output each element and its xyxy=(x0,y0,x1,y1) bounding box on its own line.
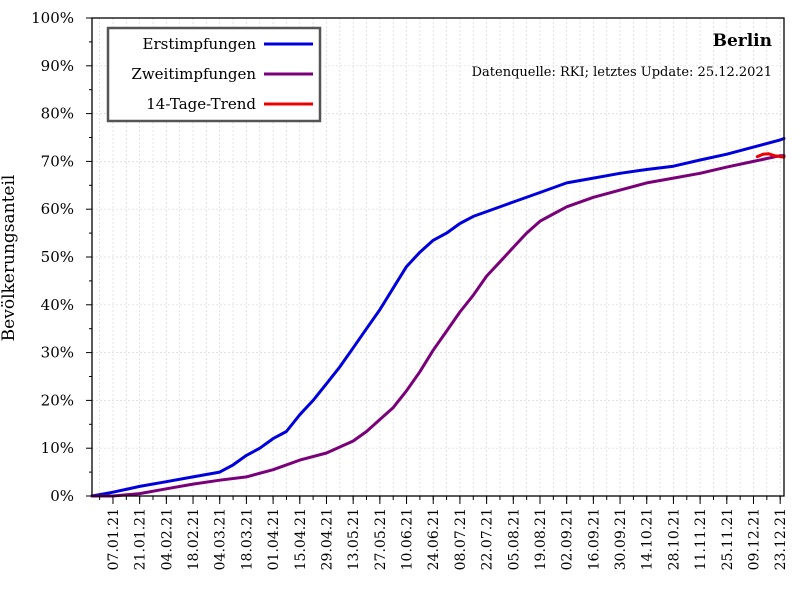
x-tick-label: 16.09.21 xyxy=(586,508,602,570)
legend-label-erstimpfungen: Erstimpfungen xyxy=(143,35,257,53)
x-tick-label: 24.06.21 xyxy=(426,508,442,570)
x-tick-label: 18.02.21 xyxy=(186,508,202,570)
x-tick-label: 27.05.21 xyxy=(373,508,389,570)
legend-label-trend: 14-Tage-Trend xyxy=(146,95,256,113)
y-tick-label: 30% xyxy=(41,344,74,362)
y-tick-label: 20% xyxy=(41,391,74,409)
y-tick-label: 40% xyxy=(41,296,74,314)
y-axis-title: Bevölkerungsanteil xyxy=(0,175,19,342)
x-tick-label: 18.03.21 xyxy=(239,508,255,570)
x-tick-label: 01.04.21 xyxy=(266,508,282,570)
x-tick-label: 07.01.21 xyxy=(106,508,122,570)
x-tick-label: 30.09.21 xyxy=(613,508,629,570)
x-tick-label: 05.08.21 xyxy=(506,508,522,570)
x-tick-label: 11.11.21 xyxy=(693,508,709,570)
x-tick-label: 21.01.21 xyxy=(133,508,149,570)
series-line-erstimpfungen xyxy=(90,137,786,498)
series-line-zweitimpfungen xyxy=(90,154,786,498)
grid-lines xyxy=(92,18,784,496)
chart-subtitle: Datenquelle: RKI; letztes Update: 25.12.… xyxy=(472,65,772,80)
x-tick-label: 14.10.21 xyxy=(640,508,656,570)
x-tick-label: 25.11.21 xyxy=(720,508,736,570)
y-tick-label: 0% xyxy=(50,487,74,505)
x-tick-label: 15.04.21 xyxy=(293,508,309,570)
legend: Erstimpfungen Zweitimpfungen 14-Tage-Tre… xyxy=(106,26,322,123)
x-tick-label: 13.05.21 xyxy=(346,508,362,570)
x-tick-label: 28.10.21 xyxy=(666,508,682,570)
y-tick-label: 60% xyxy=(41,200,74,218)
x-tick-label: 02.09.21 xyxy=(560,508,576,570)
y-tick-label: 10% xyxy=(41,439,74,457)
y-tick-label: 80% xyxy=(41,105,74,123)
x-tick-label: 19.08.21 xyxy=(533,508,549,570)
x-tick-label: 22.07.21 xyxy=(480,508,496,570)
x-tick-label: 23.12.21 xyxy=(773,508,789,570)
x-tick-label: 04.03.21 xyxy=(213,508,229,570)
x-axis: 07.01.21 21.01.21 04.02.21 18.02.21 04.03.21… xyxy=(99,496,789,570)
series-layer xyxy=(90,137,786,498)
series-line-trend xyxy=(755,152,786,159)
chart-title: Berlin xyxy=(713,31,772,51)
x-tick-label: 08.07.21 xyxy=(453,508,469,570)
x-tick-label: 04.02.21 xyxy=(159,508,175,570)
x-tick-label: 29.04.21 xyxy=(319,508,335,570)
x-tick-label: 09.12.21 xyxy=(746,508,762,570)
y-tick-label: 100% xyxy=(31,9,74,27)
y-axis: 0% 10% 20% 30% 40% 50% 60% 70% 80% 90% 100% xyxy=(31,9,92,505)
x-tick-label: 10.06.21 xyxy=(400,508,416,570)
y-tick-label: 90% xyxy=(41,57,74,75)
y-tick-label: 50% xyxy=(41,248,74,266)
y-tick-label: 70% xyxy=(41,152,74,170)
legend-label-zweitimpfungen: Zweitimpfungen xyxy=(131,65,256,83)
